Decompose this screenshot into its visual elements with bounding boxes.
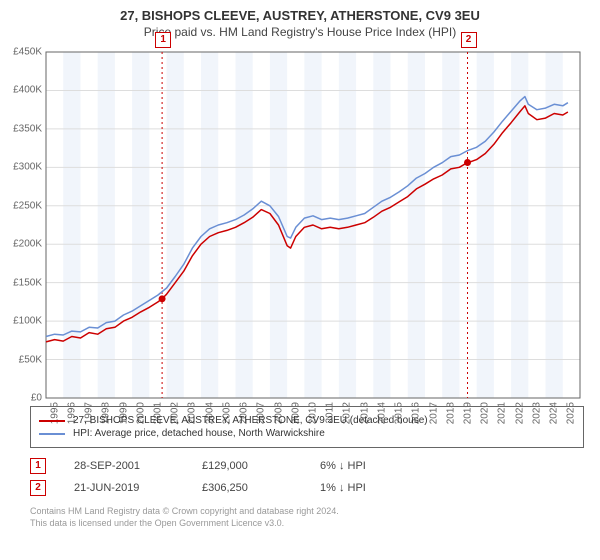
- y-tick-label: £150K: [13, 277, 42, 288]
- y-tick-label: £400K: [13, 85, 42, 96]
- legend-label: 27, BISHOPS CLEEVE, AUSTREY, ATHERSTONE,…: [73, 415, 428, 426]
- legend-swatch: [39, 420, 65, 422]
- legend-swatch: [39, 433, 65, 435]
- transaction-marker: 2: [461, 32, 477, 48]
- transaction-marker-box: 1: [30, 458, 46, 474]
- y-tick-label: £0: [31, 393, 42, 404]
- y-tick-label: £350K: [13, 123, 42, 134]
- transaction-list: 1 28-SEP-2001 £129,000 6% ↓ HPI 2 21-JUN-2019…: [30, 458, 584, 496]
- chart-title: 27, BISHOPS CLEEVE, AUSTREY, ATHERSTONE,…: [0, 0, 600, 23]
- transaction-date: 21-JUN-2019: [74, 482, 174, 494]
- y-tick-label: £450K: [13, 47, 42, 58]
- legend-label: HPI: Average price, detached house, Nort…: [73, 428, 325, 439]
- transaction-marker-box: 2: [30, 480, 46, 496]
- transaction-date: 28-SEP-2001: [74, 460, 174, 472]
- transaction-price: £306,250: [202, 482, 292, 494]
- legend-item: HPI: Average price, detached house, Nort…: [39, 428, 575, 439]
- plot-area: £0£50K£100K£150K£200K£250K£300K£350K£400…: [46, 52, 580, 398]
- transaction-delta: 6% ↓ HPI: [320, 460, 366, 472]
- y-tick-label: £300K: [13, 162, 42, 173]
- transaction-row: 2 21-JUN-2019 £306,250 1% ↓ HPI: [30, 480, 584, 496]
- transaction-row: 1 28-SEP-2001 £129,000 6% ↓ HPI: [30, 458, 584, 474]
- chart-subtitle: Price paid vs. HM Land Registry's House …: [0, 23, 600, 39]
- transaction-price: £129,000: [202, 460, 292, 472]
- y-tick-label: £250K: [13, 200, 42, 211]
- y-tick-label: £50K: [19, 354, 42, 365]
- legend-item: 27, BISHOPS CLEEVE, AUSTREY, ATHERSTONE,…: [39, 415, 575, 426]
- legend: 27, BISHOPS CLEEVE, AUSTREY, ATHERSTONE,…: [30, 406, 584, 448]
- y-tick-label: £100K: [13, 316, 42, 327]
- footer-attribution: Contains HM Land Registry data © Crown c…: [30, 506, 584, 529]
- y-tick-label: £200K: [13, 239, 42, 250]
- transaction-delta: 1% ↓ HPI: [320, 482, 366, 494]
- transaction-marker: 1: [155, 32, 171, 48]
